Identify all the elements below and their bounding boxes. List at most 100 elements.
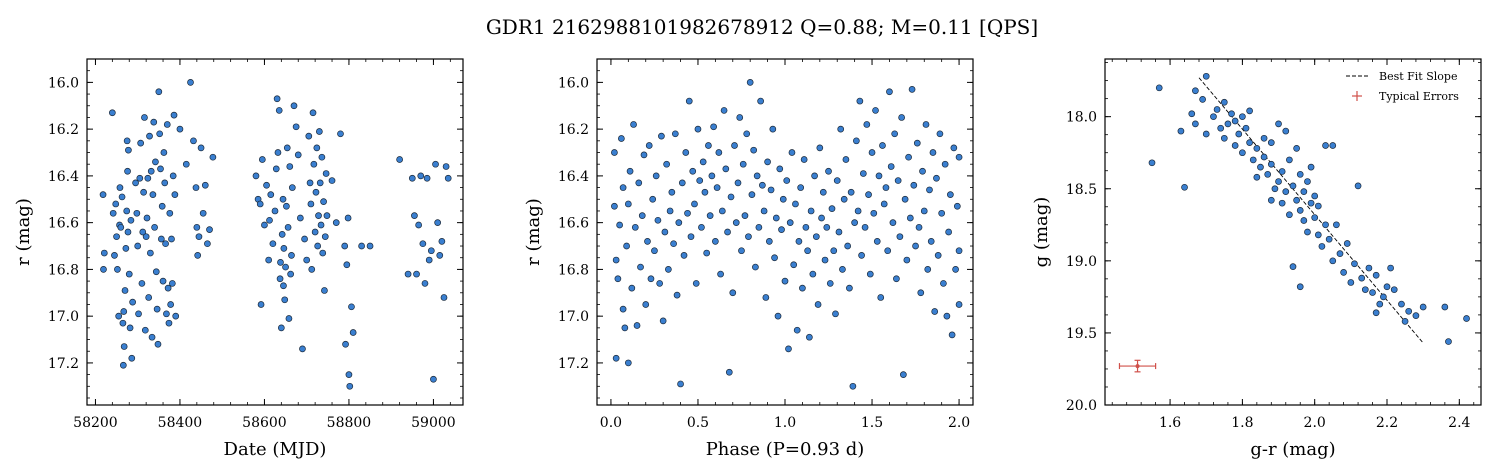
data-point [1390,286,1398,294]
data-point [117,223,125,231]
data-point [764,158,771,166]
data-point [423,174,431,182]
data-point [269,240,277,248]
data-point [685,97,693,105]
data-point [952,266,959,273]
data-point [814,301,822,308]
data-point [705,142,712,149]
data-point [621,324,629,332]
data-point [114,266,121,273]
data-point [955,301,963,308]
data-point [872,107,879,114]
data-point [121,287,129,294]
data-point [612,256,620,264]
y-tick-label: 19.5 [1066,326,1097,342]
data-point [427,247,435,255]
data-point [795,238,803,245]
data-point [261,221,268,229]
x-tick-label: 58800 [327,415,372,431]
data-point [750,146,758,154]
data-point [1325,235,1333,243]
data-point [1372,309,1380,317]
data-point [129,298,136,306]
data-point [933,174,940,182]
data-point [772,214,780,222]
data-point [140,188,147,196]
data-point [148,333,156,341]
data-point [119,361,127,369]
data-point [619,184,627,191]
data-point [113,233,120,241]
data-point [128,354,136,362]
data-point [1289,263,1297,270]
data-point [299,345,306,353]
data-point [1192,87,1199,95]
data-point [408,174,416,182]
data-point [341,242,349,250]
data-point [163,121,171,128]
data-point [141,326,149,334]
data-point [149,191,157,198]
data-point [736,114,744,121]
data-point [273,95,281,103]
data-point [1278,168,1286,175]
x-tick-label: 1.5 [861,415,883,431]
data-point [809,270,817,278]
data-point [182,160,190,168]
data-point [839,266,846,273]
data-point [1369,289,1376,296]
data-point [694,125,702,133]
y-axis-label: r (mag) [13,198,34,266]
data-point [1314,231,1322,239]
data-point [209,153,217,161]
data-point [1289,182,1297,190]
data-point [288,252,295,259]
data-point [807,207,815,215]
data-point [953,202,961,210]
data-point [1155,84,1163,92]
data-point [1260,134,1268,142]
data-point [833,177,841,184]
data-point [112,200,120,208]
data-point [708,172,716,180]
data-point [1181,183,1188,191]
data-point [1253,173,1261,181]
data-point [778,226,785,234]
data-point [292,123,300,131]
data-point [432,160,439,168]
data-point [626,167,634,175]
data-point [698,223,705,231]
data-point [137,139,145,147]
data-point [659,317,667,325]
data-point [818,214,825,222]
data-point [1282,127,1290,135]
data-point [1213,106,1221,113]
data-point [821,256,829,264]
data-point [285,315,293,322]
data-point [144,174,152,182]
data-point [903,256,911,264]
data-point [195,233,203,241]
data-point [313,144,321,152]
data-point [154,340,162,348]
y-tick-label: 16.6 [558,216,589,232]
y-tick-label: 16.4 [558,169,589,185]
data-point [165,319,173,327]
data-point [124,228,132,236]
data-point [877,294,885,301]
data-point [826,280,834,287]
data-point [934,252,942,259]
data-point [920,207,928,215]
data-point [1419,303,1427,311]
data-point [1202,72,1210,80]
data-point [658,132,665,140]
data-point [844,242,852,250]
data-point [762,294,770,301]
data-point [440,294,448,301]
data-point [310,160,318,168]
data-point [849,382,857,390]
data-point [675,219,683,226]
data-point [891,130,899,138]
data-point [769,125,777,133]
axes-frame [596,58,974,406]
